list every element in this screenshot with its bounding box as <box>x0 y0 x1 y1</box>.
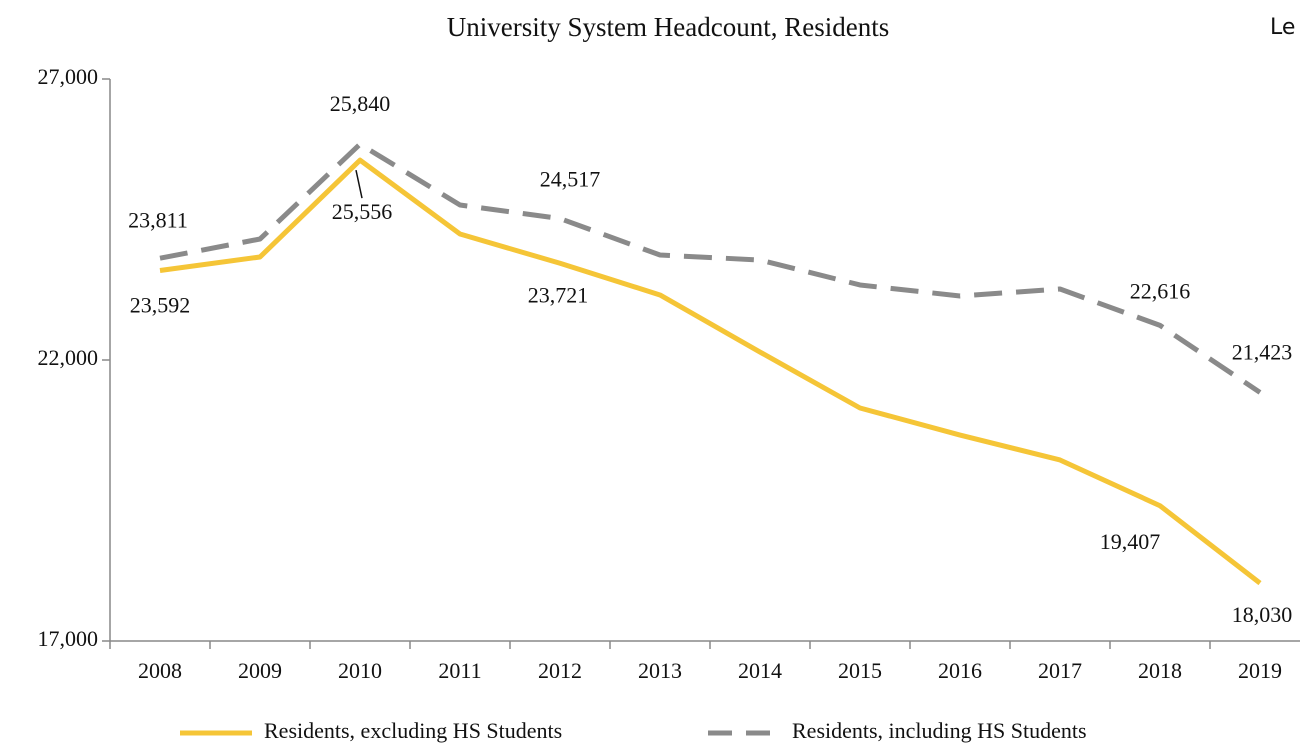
data-label: 24,517 <box>540 167 601 192</box>
chart-title: University System Headcount, Residents <box>447 12 889 42</box>
legend-label: Residents, excluding HS Students <box>264 718 562 743</box>
x-tick-label: 2017 <box>1038 658 1082 683</box>
x-tick-label: 2018 <box>1138 658 1182 683</box>
data-label: 23,592 <box>130 293 191 318</box>
line-series <box>159 157 1262 586</box>
y-tick-label: 22,000 <box>38 345 99 370</box>
data-label: 25,556 <box>332 199 393 224</box>
data-label: 18,030 <box>1232 602 1293 627</box>
line-series <box>159 141 1262 395</box>
x-tick-label: 2014 <box>738 658 782 683</box>
cropped-text: Le <box>1270 15 1295 40</box>
x-tick-label: 2010 <box>338 658 382 683</box>
y-tick-label: 27,000 <box>38 64 99 89</box>
data-label: 25,840 <box>330 91 391 116</box>
data-label: 22,616 <box>1130 278 1191 303</box>
x-tick-label: 2011 <box>438 658 481 683</box>
legend-label: Residents, including HS Students <box>792 718 1087 743</box>
x-tick-label: 2012 <box>538 658 582 683</box>
leader-line <box>355 169 363 199</box>
y-tick-label: 17,000 <box>38 626 99 651</box>
x-tick-label: 2008 <box>138 658 182 683</box>
x-tick-label: 2009 <box>238 658 282 683</box>
x-tick-label: 2015 <box>838 658 882 683</box>
data-label: 23,721 <box>528 282 589 307</box>
x-tick-label: 2016 <box>938 658 982 683</box>
data-label: 21,423 <box>1232 339 1293 364</box>
data-label: 19,407 <box>1100 529 1161 554</box>
x-tick-label: 2019 <box>1238 658 1282 683</box>
data-label: 23,811 <box>128 207 188 232</box>
x-tick-label: 2013 <box>638 658 682 683</box>
